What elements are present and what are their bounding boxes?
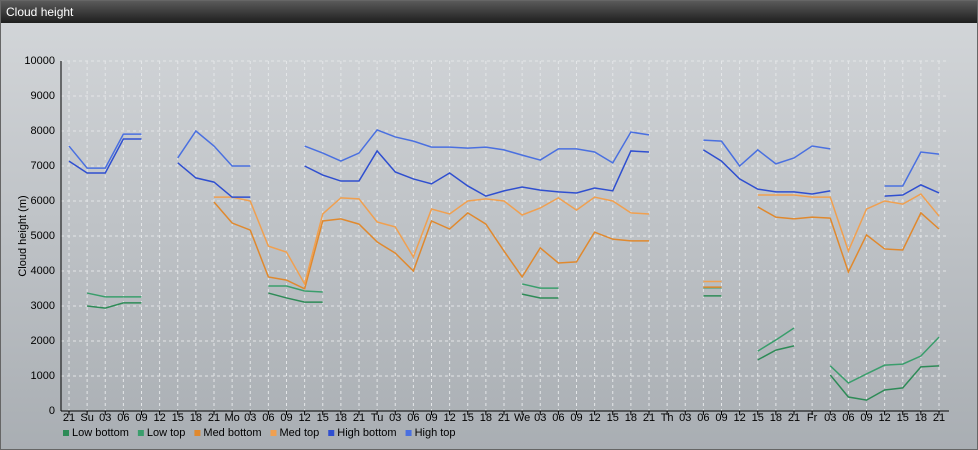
legend-swatch	[270, 430, 277, 436]
x-tick-label: 15	[752, 412, 764, 424]
series-line	[86, 283, 940, 384]
x-tick-label: 12	[734, 412, 746, 424]
x-tick-label: 03	[824, 412, 836, 424]
x-tick-label: 21	[788, 412, 800, 424]
x-tick-label: Su	[80, 412, 93, 424]
legend-label: High top	[415, 427, 456, 439]
x-tick-label: 21	[498, 412, 510, 424]
x-tick-label: 09	[135, 412, 147, 424]
x-tick-label: 12	[154, 412, 166, 424]
x-tick-label: 18	[915, 412, 927, 424]
x-tick-label: 06	[842, 412, 854, 424]
y-tick-label: 4000	[31, 265, 55, 277]
legend-label: Med bottom	[203, 427, 261, 439]
x-tick-label: 03	[679, 412, 691, 424]
x-tick-label: 18	[335, 412, 347, 424]
legend-swatch	[137, 430, 144, 436]
y-tick-label: 5000	[31, 230, 55, 242]
y-tick-label: 6000	[31, 195, 55, 207]
x-tick-label: 03	[99, 412, 111, 424]
x-tick-label: 03	[534, 412, 546, 424]
x-tick-label: Tu	[371, 412, 383, 424]
x-tick-label: 09	[860, 412, 872, 424]
y-tick-label: 10000	[24, 55, 55, 67]
x-tick-label: 15	[172, 412, 184, 424]
x-tick-label: Mo	[224, 412, 239, 424]
x-tick-label: 12	[589, 412, 601, 424]
legend-label: Med top	[280, 427, 320, 439]
y-tick-label: 9000	[31, 90, 55, 102]
x-tick-label: 09	[425, 412, 437, 424]
x-tick-label: 15	[317, 412, 329, 424]
legend-label: Low top	[147, 427, 186, 439]
x-tick-label: 06	[262, 412, 274, 424]
x-tick-label: 21	[353, 412, 365, 424]
x-tick-label: We	[514, 412, 530, 424]
x-tick-label: 06	[407, 412, 419, 424]
x-tick-label: 09	[280, 412, 292, 424]
x-tick-label: Th	[661, 412, 674, 424]
x-tick-label: 15	[462, 412, 474, 424]
x-tick-label: 18	[770, 412, 782, 424]
chart-title: Cloud height	[1, 1, 977, 23]
x-tick-label: 06	[117, 412, 129, 424]
x-tick-label: 21	[63, 412, 75, 424]
x-tick-label: 03	[389, 412, 401, 424]
legend-swatch	[405, 430, 412, 436]
legend-swatch	[194, 430, 201, 436]
y-tick-label: 8000	[31, 125, 55, 137]
y-tick-label: 7000	[31, 160, 55, 172]
x-tick-label: 18	[190, 412, 202, 424]
x-tick-label: 12	[879, 412, 891, 424]
legend-swatch	[328, 430, 335, 436]
x-tick-label: Fr	[807, 412, 818, 424]
x-tick-label: 03	[244, 412, 256, 424]
x-tick-label: 18	[625, 412, 637, 424]
x-tick-label: 09	[715, 412, 727, 424]
x-tick-label: 06	[697, 412, 709, 424]
x-tick-label: 21	[208, 412, 220, 424]
x-tick-label: 18	[480, 412, 492, 424]
y-tick-label: 1000	[31, 370, 55, 382]
legend-swatch	[63, 430, 69, 436]
x-tick-label: 15	[897, 412, 909, 424]
series-line	[68, 138, 940, 198]
series-line	[87, 292, 940, 401]
x-tick-label: 15	[607, 412, 619, 424]
x-tick-label: 21	[933, 412, 945, 424]
x-tick-label: 09	[570, 412, 582, 424]
series-line	[68, 129, 940, 187]
x-tick-label: 12	[299, 412, 311, 424]
legend-label: Low bottom	[72, 427, 129, 439]
series-line	[214, 193, 940, 286]
y-tick-label: 3000	[31, 300, 55, 312]
x-tick-label: 12	[444, 412, 456, 424]
x-tick-label: 06	[552, 412, 564, 424]
series-line	[213, 201, 940, 290]
legend-label: High bottom	[337, 427, 396, 439]
y-tick-label: 0	[49, 405, 55, 417]
y-tick-label: 2000	[31, 335, 55, 347]
x-tick-label: 21	[643, 412, 655, 424]
y-axis-label: Cloud height (m)	[17, 195, 29, 276]
